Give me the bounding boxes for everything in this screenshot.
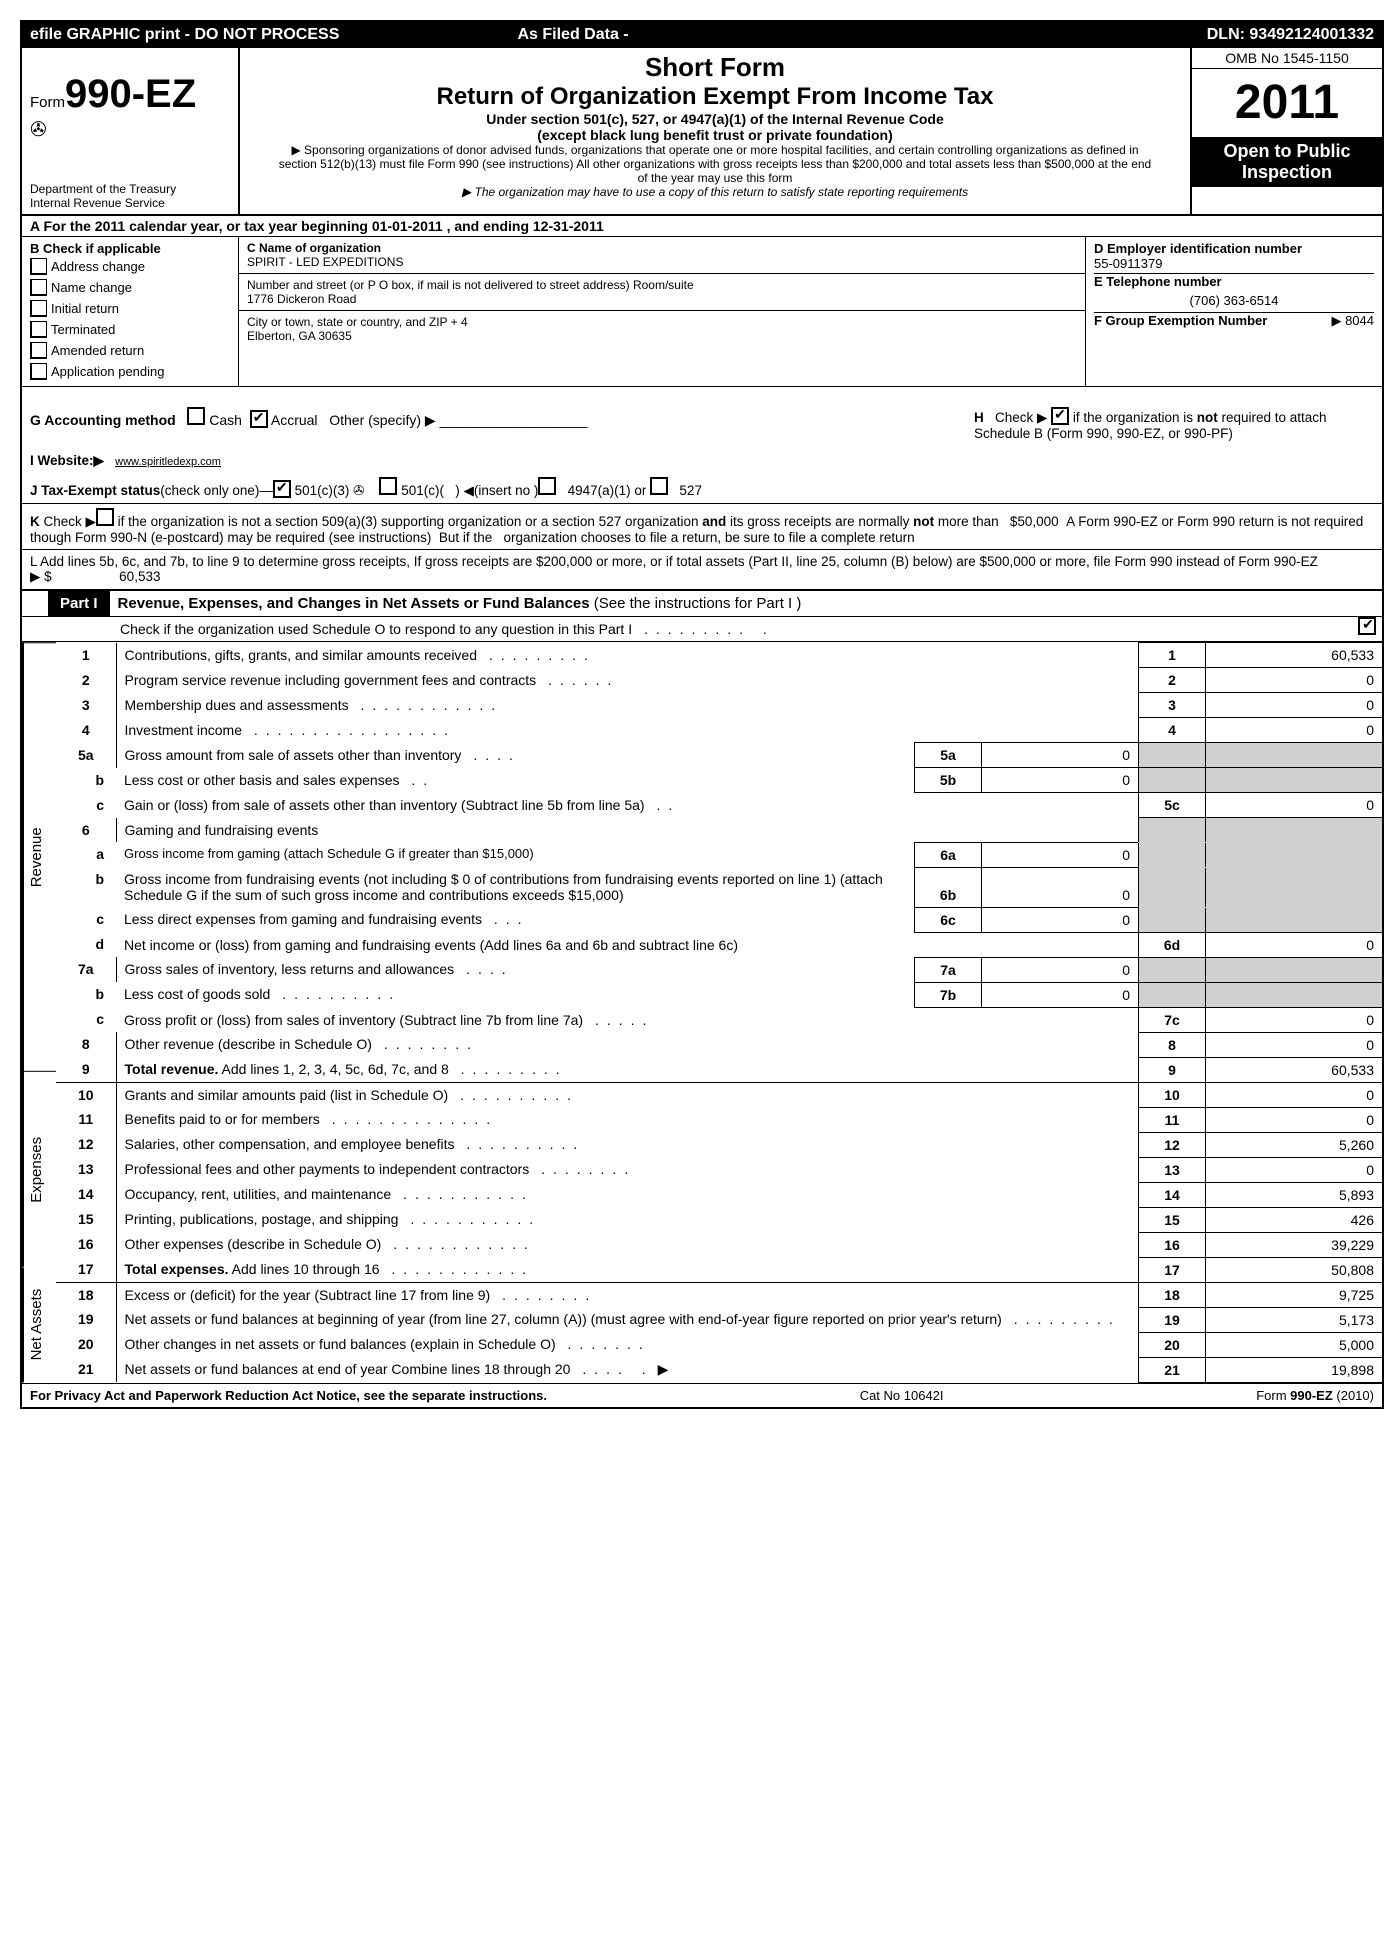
section-d: D Employer identification number 55-0911… bbox=[1086, 237, 1382, 386]
open-public: Open to Public Inspection bbox=[1192, 137, 1382, 187]
main-title: Return of Organization Exempt From Incom… bbox=[248, 83, 1182, 111]
year: 2011 bbox=[1192, 69, 1382, 137]
check-501c3[interactable] bbox=[273, 480, 291, 498]
check-initial[interactable] bbox=[30, 300, 47, 317]
section-k: K Check ▶ if the organization is not a s… bbox=[22, 504, 1382, 550]
header: Form990-EZ ✇ Department of the Treasury … bbox=[22, 48, 1382, 216]
omb: OMB No 1545-1150 bbox=[1192, 48, 1382, 69]
note2: ▶ The organization may have to use a cop… bbox=[248, 185, 1182, 199]
part1-body: Revenue Expenses Net Assets 1Contributio… bbox=[22, 642, 1382, 1383]
section-b: B Check if applicable Address change Nam… bbox=[22, 237, 239, 386]
check-527[interactable] bbox=[650, 477, 668, 495]
check-address[interactable] bbox=[30, 258, 47, 275]
org-city: Elberton, GA 30635 bbox=[247, 329, 1077, 343]
note1: ▶ Sponsoring organizations of donor advi… bbox=[248, 143, 1182, 185]
check-k[interactable] bbox=[96, 508, 114, 526]
section-j: J Tax-Exempt status(check only one)— 501… bbox=[22, 473, 1382, 504]
part1-check-note: Check if the organization used Schedule … bbox=[112, 617, 1352, 641]
section-c: C Name of organization SPIRIT - LED EXPE… bbox=[239, 237, 1086, 386]
check-pending[interactable] bbox=[30, 363, 47, 380]
section-i: I Website:▶ www.spiritledexp.com bbox=[22, 449, 1382, 473]
top-bar: efile GRAPHIC print - DO NOT PROCESS As … bbox=[22, 22, 1382, 48]
footer-left: For Privacy Act and Paperwork Reduction … bbox=[30, 1388, 547, 1403]
check-4947[interactable] bbox=[538, 477, 556, 495]
website-url: www.spiritledexp.com bbox=[115, 456, 221, 468]
lines-table: 1Contributions, gifts, grants, and simil… bbox=[56, 642, 1382, 1383]
subtitle2: (except black lung benefit trust or priv… bbox=[248, 127, 1182, 143]
subtitle: Under section 501(c), 527, or 4947(a)(1)… bbox=[248, 111, 1182, 127]
label-netassets: Net Assets bbox=[22, 1267, 56, 1382]
telephone: (706) 363-6514 bbox=[1094, 289, 1374, 313]
check-name[interactable] bbox=[30, 279, 47, 296]
section-g-h: G Accounting method Cash Accrual Other (… bbox=[22, 387, 1382, 449]
check-terminated[interactable] bbox=[30, 321, 47, 338]
form-prefix: Form bbox=[30, 94, 65, 111]
check-cash[interactable] bbox=[187, 407, 205, 425]
org-name: SPIRIT - LED EXPEDITIONS bbox=[247, 255, 1077, 269]
footer: For Privacy Act and Paperwork Reduction … bbox=[22, 1383, 1382, 1407]
label-expenses: Expenses bbox=[22, 1071, 56, 1267]
short-form: Short Form bbox=[248, 52, 1182, 83]
section-l: L Add lines 5b, 6c, and 7b, to line 9 to… bbox=[22, 550, 1382, 589]
footer-center: Cat No 10642I bbox=[860, 1388, 944, 1403]
topbar-center: As Filed Data - bbox=[517, 26, 628, 44]
topbar-left: efile GRAPHIC print - DO NOT PROCESS bbox=[30, 26, 339, 44]
topbar-right: DLN: 93492124001332 bbox=[1207, 26, 1374, 44]
check-h[interactable] bbox=[1051, 407, 1069, 425]
group-exemption: ▶ 8044 bbox=[1331, 313, 1374, 329]
section-a: A For the 2011 calendar year, or tax yea… bbox=[22, 216, 1382, 237]
dept2: Internal Revenue Service bbox=[30, 196, 230, 210]
section-b-title: B Check if applicable bbox=[30, 241, 230, 256]
ein: 55-0911379 bbox=[1094, 256, 1374, 274]
check-amended[interactable] bbox=[30, 342, 47, 359]
gross-receipts: 60,533 bbox=[119, 569, 160, 584]
footer-right: Form 990-EZ (2010) bbox=[1256, 1388, 1374, 1403]
check-501c[interactable] bbox=[379, 477, 397, 495]
org-addr: 1776 Dickeron Road bbox=[247, 292, 1077, 306]
form-990ez: efile GRAPHIC print - DO NOT PROCESS As … bbox=[20, 20, 1384, 1409]
label-revenue: Revenue bbox=[22, 642, 56, 1071]
check-schedule-o[interactable] bbox=[1358, 617, 1376, 635]
form-number: 990-EZ bbox=[65, 72, 196, 116]
part1-header: Part I Revenue, Expenses, and Changes in… bbox=[22, 589, 1382, 617]
dept1: Department of the Treasury bbox=[30, 182, 230, 196]
check-accrual[interactable] bbox=[250, 410, 268, 428]
